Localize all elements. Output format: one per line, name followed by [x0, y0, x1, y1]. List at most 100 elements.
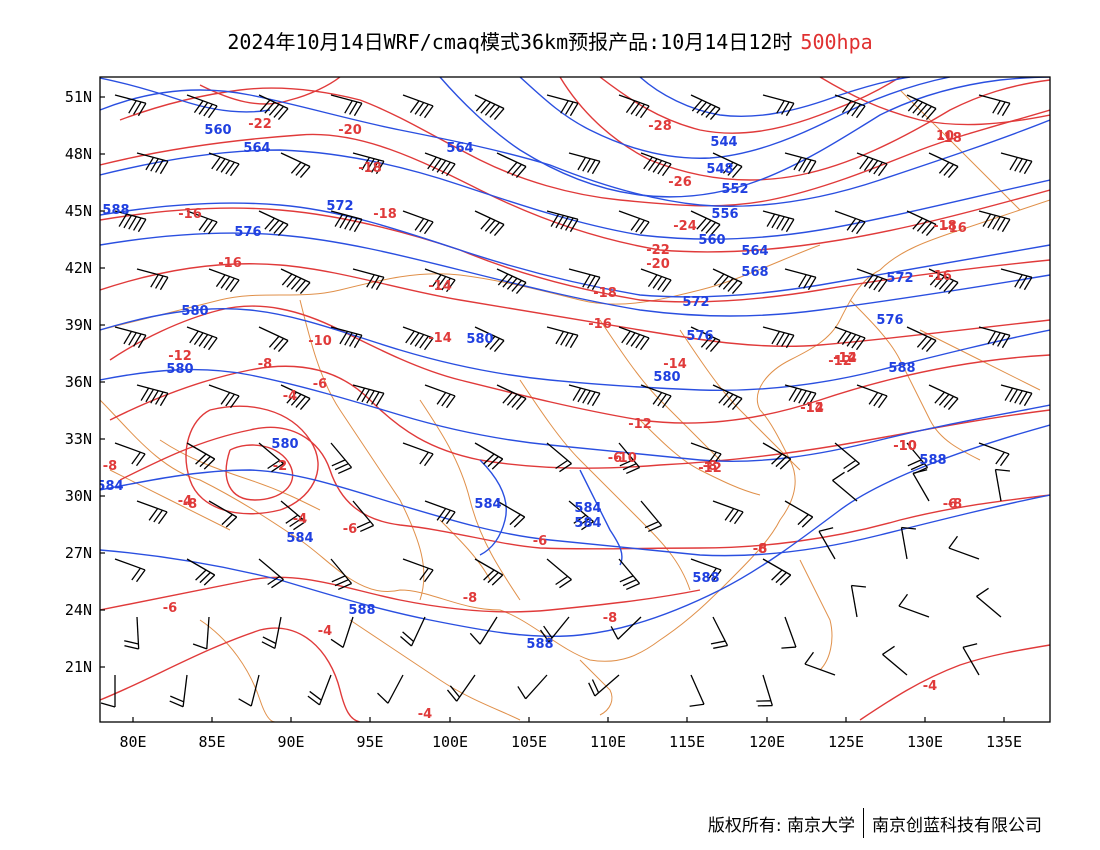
y-tick-label: 42N: [65, 259, 92, 277]
temperature-contour-label: -2: [273, 459, 287, 474]
wind-barb: [906, 210, 937, 236]
wind-barb: [474, 442, 504, 470]
wind-barb: [330, 558, 353, 591]
geopotential-contour-label: 584: [474, 497, 501, 512]
wind-barb: [258, 442, 284, 473]
wind-barb: [424, 500, 456, 525]
wind-barb: [124, 616, 140, 650]
wind-barb: [804, 651, 836, 676]
geopotential-contour-label: 588: [102, 203, 129, 218]
boundary-line: [849, 299, 981, 461]
geopotential-contour-label: 576: [686, 329, 713, 344]
x-axis-labels: 80E 85E 90E 95E 100E 105E 110E 115E 120E 125E 130E…: [119, 733, 1022, 751]
wind-barb: [640, 268, 672, 293]
temperature-contour-label: -8: [183, 497, 197, 512]
wind-barb: [928, 384, 959, 410]
geopotential-contour-line: [100, 308, 1050, 392]
temperature-contour-line: [100, 133, 1050, 253]
boundary-line: [519, 379, 691, 591]
boundary-line: [799, 559, 833, 671]
wind-barb: [618, 94, 650, 119]
wind-barb: [261, 616, 282, 649]
temperature-contour-label: -4: [418, 707, 432, 722]
wind-barb: [424, 384, 456, 409]
wind-barb: [568, 500, 594, 531]
temperature-contour-label: -18: [933, 219, 957, 234]
temperature-contour-label: -14: [663, 357, 687, 372]
footer-credits: 版权所有: 南京大学 南京创蓝科技有限公司: [708, 808, 1042, 838]
wind-barb: [546, 558, 572, 589]
wind-barb: [712, 500, 744, 525]
wind-barb: [610, 616, 642, 640]
wind-barb: [618, 558, 641, 591]
wind-barb: [402, 210, 434, 235]
wind-barb: [496, 384, 527, 410]
boundary-lines: [100, 89, 1050, 722]
wind-barb: [352, 152, 385, 175]
wind-barb: [474, 94, 505, 120]
temperature-contour-label: -6: [943, 497, 957, 512]
wind-barb: [784, 152, 817, 175]
plot-area: [100, 77, 1050, 722]
x-tick-label: 110E: [590, 733, 626, 751]
wind-barb: [400, 616, 426, 647]
x-tick-label: 135E: [986, 733, 1022, 751]
y-axis-labels: 51N 48N 45N 42N 39N 36N 33N 30N 27N 24N 21N: [65, 88, 92, 676]
temperature-contour-label: -4: [923, 679, 937, 694]
wind-barb: [689, 674, 705, 707]
wind-barb: [762, 442, 792, 470]
x-tick-label: 130E: [907, 733, 943, 751]
wind-barb: [1000, 268, 1033, 291]
temperature-contour-label: -12: [698, 461, 722, 476]
wind-barb: [114, 94, 147, 117]
temperature-contour-label: -10: [893, 439, 917, 454]
wind-barb: [100, 675, 116, 708]
wind-barb: [690, 94, 721, 120]
temperature-contour-line: [859, 644, 1050, 721]
geopotential-contour-label: 564: [446, 141, 473, 156]
geopotential-contour-label: 584: [96, 479, 123, 494]
geopotential-contour-label: 568: [741, 265, 768, 280]
temperature-contour-label: -12: [833, 351, 857, 366]
wind-barb: [898, 593, 930, 618]
wind-barb: [352, 268, 385, 291]
wind-barb: [330, 210, 363, 233]
wind-barb: [330, 326, 363, 349]
geopotential-contour-label: 572: [682, 295, 709, 310]
temperature-contour-label: -20: [338, 123, 362, 138]
temperature-contour-label: -8: [258, 357, 272, 372]
wind-barb: [136, 384, 169, 407]
wind-barb: [762, 94, 795, 117]
boundary-line: [199, 619, 276, 722]
geopotential-contour-label: 584: [574, 516, 601, 531]
wind-barb: [994, 468, 1010, 502]
wind-barb: [114, 210, 147, 233]
geopotential-contour-label: 564: [741, 244, 768, 259]
temperature-contour-label: -14: [428, 279, 452, 294]
wind-barb: [948, 535, 980, 560]
wind-barb: [712, 384, 743, 410]
geopotential-contour-line: [100, 89, 1050, 207]
temperature-contour-label: -4: [283, 389, 297, 404]
wind-barb: [114, 326, 147, 349]
wind-barb: [856, 152, 888, 177]
footer-separator: [863, 808, 864, 838]
temperature-contour-label: -6: [608, 451, 622, 466]
temperature-contour-line: [199, 77, 341, 105]
temperature-contour-label: -16: [218, 256, 242, 271]
wind-barb: [114, 558, 146, 583]
temperature-contour-label: -12: [628, 417, 652, 432]
temperature-contour-label: -24: [673, 219, 697, 234]
wind-barb: [690, 210, 721, 236]
temperature-contour-label: -26: [668, 175, 692, 190]
wind-barb: [756, 674, 773, 707]
temperature-contour-line: [100, 263, 1050, 347]
title-level: 500hpa: [800, 30, 873, 54]
temperature-contour-line: [185, 405, 319, 515]
wind-barb: [546, 326, 579, 349]
wind-barb: [280, 384, 311, 410]
wind-barb: [784, 500, 814, 528]
wind-barb: [1000, 384, 1033, 407]
boundary-line: [100, 199, 1050, 662]
wind-barb: [900, 526, 916, 560]
